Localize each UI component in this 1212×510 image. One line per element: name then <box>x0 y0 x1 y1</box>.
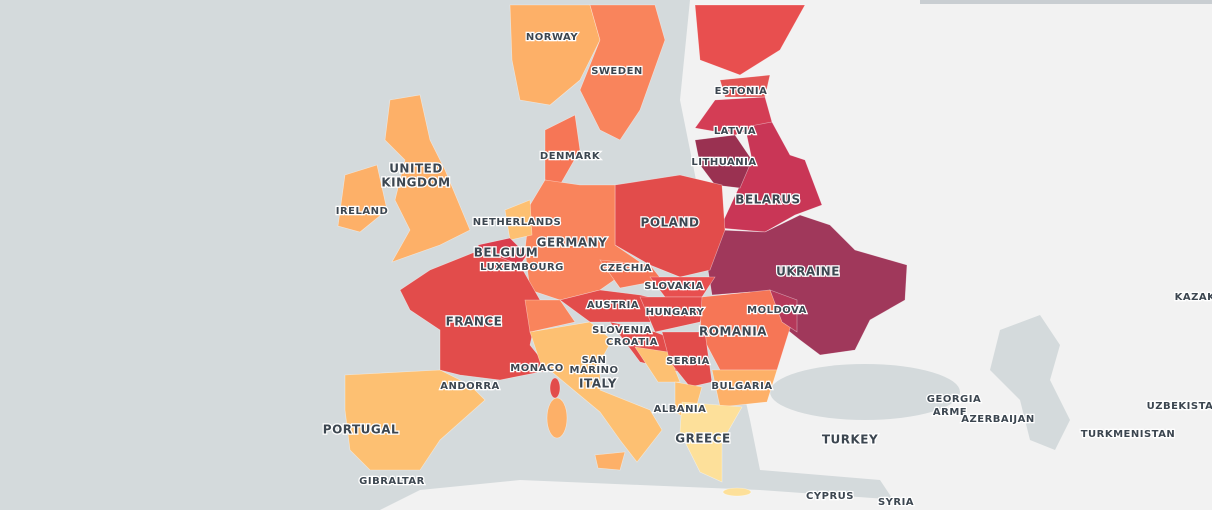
place-label: KINGDOM <box>381 176 450 190</box>
place-label: LATVIA <box>714 126 756 137</box>
place-label: ROMANIA <box>699 325 767 339</box>
country <box>337 164 388 233</box>
place-label: SYRIA <box>878 497 914 508</box>
country <box>614 174 726 278</box>
place-label: LUXEMBOURG <box>480 262 564 273</box>
place-label: MOLDOVA <box>747 305 807 316</box>
country <box>639 296 711 333</box>
country <box>769 289 798 333</box>
country <box>344 369 486 471</box>
black-sea <box>770 364 960 420</box>
place-label: SLOVAKIA <box>644 281 703 292</box>
place-label: UKRAINE <box>776 265 840 279</box>
country <box>707 214 908 356</box>
top-bar <box>920 0 1212 4</box>
place-label: HUNGARY <box>646 307 705 318</box>
place-label: UNITED <box>389 162 443 176</box>
place-label: MARINO <box>570 365 619 376</box>
country <box>524 299 576 333</box>
place-label: TURKMENISTAN <box>1081 429 1176 440</box>
place-label: DENMARK <box>540 151 601 162</box>
country <box>722 487 752 497</box>
place-label: CYPRUS <box>806 491 854 502</box>
place-label: GIBRALTAR <box>359 476 425 487</box>
place-label: CROATIA <box>606 337 658 348</box>
place-label: ALBANIA <box>654 404 707 415</box>
place-label: BELGIUM <box>474 246 539 260</box>
place-label: GREECE <box>675 432 731 446</box>
place-label: AUSTRIA <box>587 300 639 311</box>
country <box>594 451 626 471</box>
country <box>711 369 778 408</box>
countries <box>337 4 908 497</box>
place-label: SWEDEN <box>591 66 643 77</box>
country <box>579 4 666 141</box>
caspian-sea <box>990 315 1070 450</box>
place-label: IRELAND <box>336 206 389 217</box>
labels: NORWAY SWEDEN ESTONIA LATVIA LITHUANIA DENMAR… <box>322 31 1212 510</box>
place-label: PORTUGAL <box>323 423 399 437</box>
country <box>546 397 568 439</box>
place-label: NETHERLANDS <box>473 217 561 228</box>
country <box>694 134 753 189</box>
place-label: SLOVENIA <box>592 325 652 336</box>
place-label: SERBIA <box>666 356 710 367</box>
country <box>694 4 806 76</box>
place-label: MONACO <box>510 363 563 374</box>
country <box>529 321 663 463</box>
place-label: POLAND <box>641 216 700 230</box>
place-label: UZBEKISTA <box>1147 401 1212 412</box>
place-label: LITHUANIA <box>691 157 756 168</box>
place-label: AZERBAIJAN <box>961 414 1034 425</box>
place-label: SAN <box>582 355 607 366</box>
country <box>679 401 743 483</box>
place-label: TURKEY <box>822 433 878 447</box>
country <box>504 199 533 241</box>
place-label: ESTONIA <box>715 86 768 97</box>
place-label: NORWAY <box>526 32 578 43</box>
place-label: CZECHIA <box>600 263 652 274</box>
country <box>544 114 581 186</box>
country <box>549 377 561 399</box>
place-label: ARME <box>933 407 967 418</box>
place-label: GERMANY <box>537 236 608 250</box>
place-label: FRANCE <box>446 315 503 329</box>
country <box>661 331 713 388</box>
place-label: BULGARIA <box>711 381 772 392</box>
place-label: BELARUS <box>735 193 800 207</box>
place-label: ANDORRA <box>440 381 500 392</box>
place-label: ITALY <box>579 377 617 391</box>
place-label: GEORGIA <box>927 394 981 405</box>
place-label: KAZAK <box>1175 292 1212 303</box>
country <box>384 94 471 263</box>
